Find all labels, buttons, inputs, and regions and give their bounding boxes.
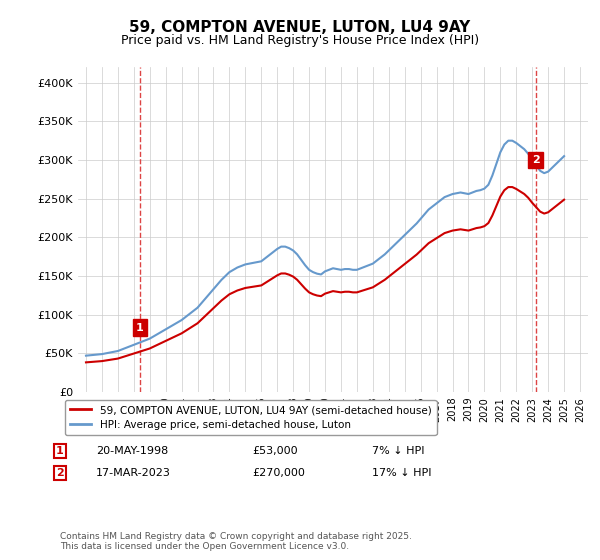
Text: 17-MAR-2023: 17-MAR-2023 [96, 468, 171, 478]
Text: 2: 2 [532, 155, 539, 165]
Text: £270,000: £270,000 [252, 468, 305, 478]
Text: 7% ↓ HPI: 7% ↓ HPI [372, 446, 425, 456]
Text: Contains HM Land Registry data © Crown copyright and database right 2025.
This d: Contains HM Land Registry data © Crown c… [60, 532, 412, 552]
Text: 20-MAY-1998: 20-MAY-1998 [96, 446, 168, 456]
Legend: 59, COMPTON AVENUE, LUTON, LU4 9AY (semi-detached house), HPI: Average price, se: 59, COMPTON AVENUE, LUTON, LU4 9AY (semi… [65, 400, 437, 435]
Text: 2: 2 [56, 468, 64, 478]
Text: 1: 1 [56, 446, 64, 456]
Text: 1: 1 [136, 323, 144, 333]
Text: Price paid vs. HM Land Registry's House Price Index (HPI): Price paid vs. HM Land Registry's House … [121, 34, 479, 46]
Text: £53,000: £53,000 [252, 446, 298, 456]
Text: 17% ↓ HPI: 17% ↓ HPI [372, 468, 431, 478]
Text: 59, COMPTON AVENUE, LUTON, LU4 9AY: 59, COMPTON AVENUE, LUTON, LU4 9AY [130, 20, 470, 35]
